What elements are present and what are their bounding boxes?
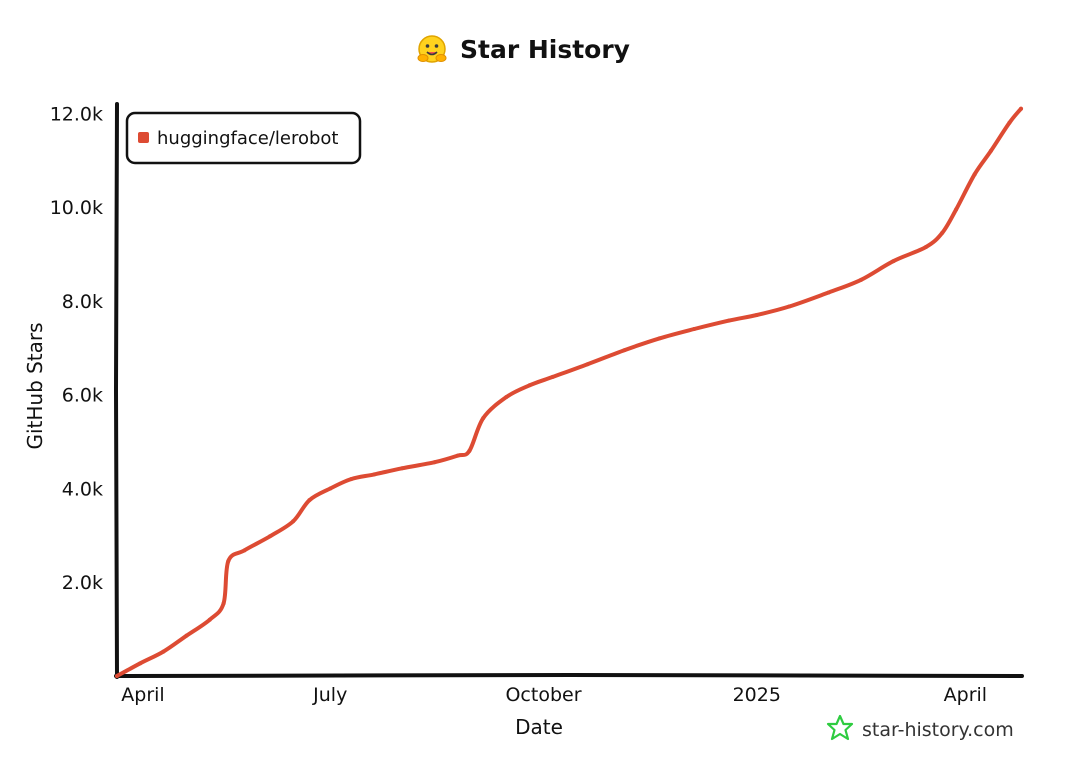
x-axis-title: Date (515, 715, 563, 739)
star-icon (826, 714, 854, 741)
series-point (372, 472, 377, 477)
y-axis-title: GitHub Stars (23, 322, 47, 449)
x-tick-label: April (121, 684, 164, 706)
y-tick-label: 10.0k (50, 197, 103, 219)
series-point (455, 453, 460, 458)
series-point (432, 460, 437, 465)
series-point (826, 290, 831, 295)
series-point (207, 617, 212, 622)
series-point (940, 230, 945, 235)
series-points (115, 106, 1023, 678)
axes (113, 102, 1024, 679)
y-tick-label: 6.0k (62, 385, 103, 407)
chart-title-group: Star History (417, 35, 630, 64)
series-point (988, 148, 993, 153)
series-point (307, 498, 312, 503)
series-point (726, 318, 731, 323)
x-tick-label: July (312, 684, 347, 706)
series-point (859, 277, 864, 282)
series-point (657, 336, 662, 341)
series-point (585, 362, 590, 367)
legend-swatch (138, 132, 149, 143)
y-tick-labels: 2.0k 4.0k 6.0k 8.0k 10.0k 12.0k (50, 103, 103, 594)
watermark-text: star-history.com (862, 719, 1014, 741)
series-point (221, 601, 226, 606)
series-point (291, 519, 296, 524)
series-point (115, 674, 119, 678)
series-point (1007, 120, 1012, 125)
chart-title: Star History (460, 35, 630, 64)
x-tick-labels: April July October 2025 April (121, 684, 987, 706)
series-line-huggingface-lerobot (115, 106, 1023, 678)
series-point (267, 534, 272, 539)
series-point (527, 383, 532, 388)
series-point (184, 633, 189, 638)
series-point (891, 259, 896, 264)
series-point (550, 374, 555, 379)
legend-label: huggingface/lerobot (157, 128, 339, 149)
series-point (787, 304, 792, 309)
series-point (692, 327, 697, 332)
x-tick-label: October (505, 684, 581, 706)
x-tick-label: April (944, 684, 987, 706)
series-point (467, 448, 472, 453)
series-point (504, 395, 509, 400)
series-point (138, 661, 143, 666)
series-point (972, 172, 977, 177)
legend-box (125, 111, 362, 165)
series-point (622, 348, 627, 353)
y-axis-line (113, 102, 119, 679)
series-point (1019, 106, 1023, 111)
series-point (954, 207, 959, 212)
series-point (349, 477, 354, 482)
y-tick-label: 2.0k (62, 572, 103, 594)
watermark: star-history.com (826, 714, 1014, 741)
x-tick-label: 2025 (733, 684, 781, 706)
series-point (754, 312, 759, 317)
y-tick-label: 4.0k (62, 478, 103, 500)
series-point (923, 245, 928, 249)
y-tick-label: 8.0k (62, 291, 103, 313)
x-axis-line (114, 672, 1024, 678)
series-point (161, 649, 166, 654)
series-point (242, 548, 247, 553)
series-point (328, 486, 333, 491)
legend: huggingface/lerobot (125, 111, 362, 165)
y-tick-label: 12.0k (50, 103, 103, 125)
series-point (400, 466, 405, 471)
series-point (226, 559, 231, 564)
series-point (481, 416, 486, 421)
hugging-face-emoji-icon (417, 35, 447, 63)
